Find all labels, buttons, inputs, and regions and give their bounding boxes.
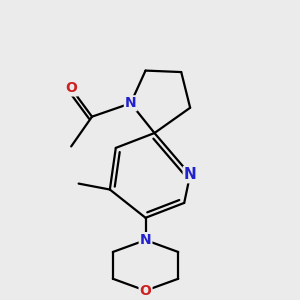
Text: O: O bbox=[140, 284, 152, 298]
Text: N: N bbox=[184, 167, 197, 182]
Text: N: N bbox=[125, 96, 136, 110]
Text: O: O bbox=[65, 81, 77, 95]
Text: N: N bbox=[140, 233, 152, 247]
